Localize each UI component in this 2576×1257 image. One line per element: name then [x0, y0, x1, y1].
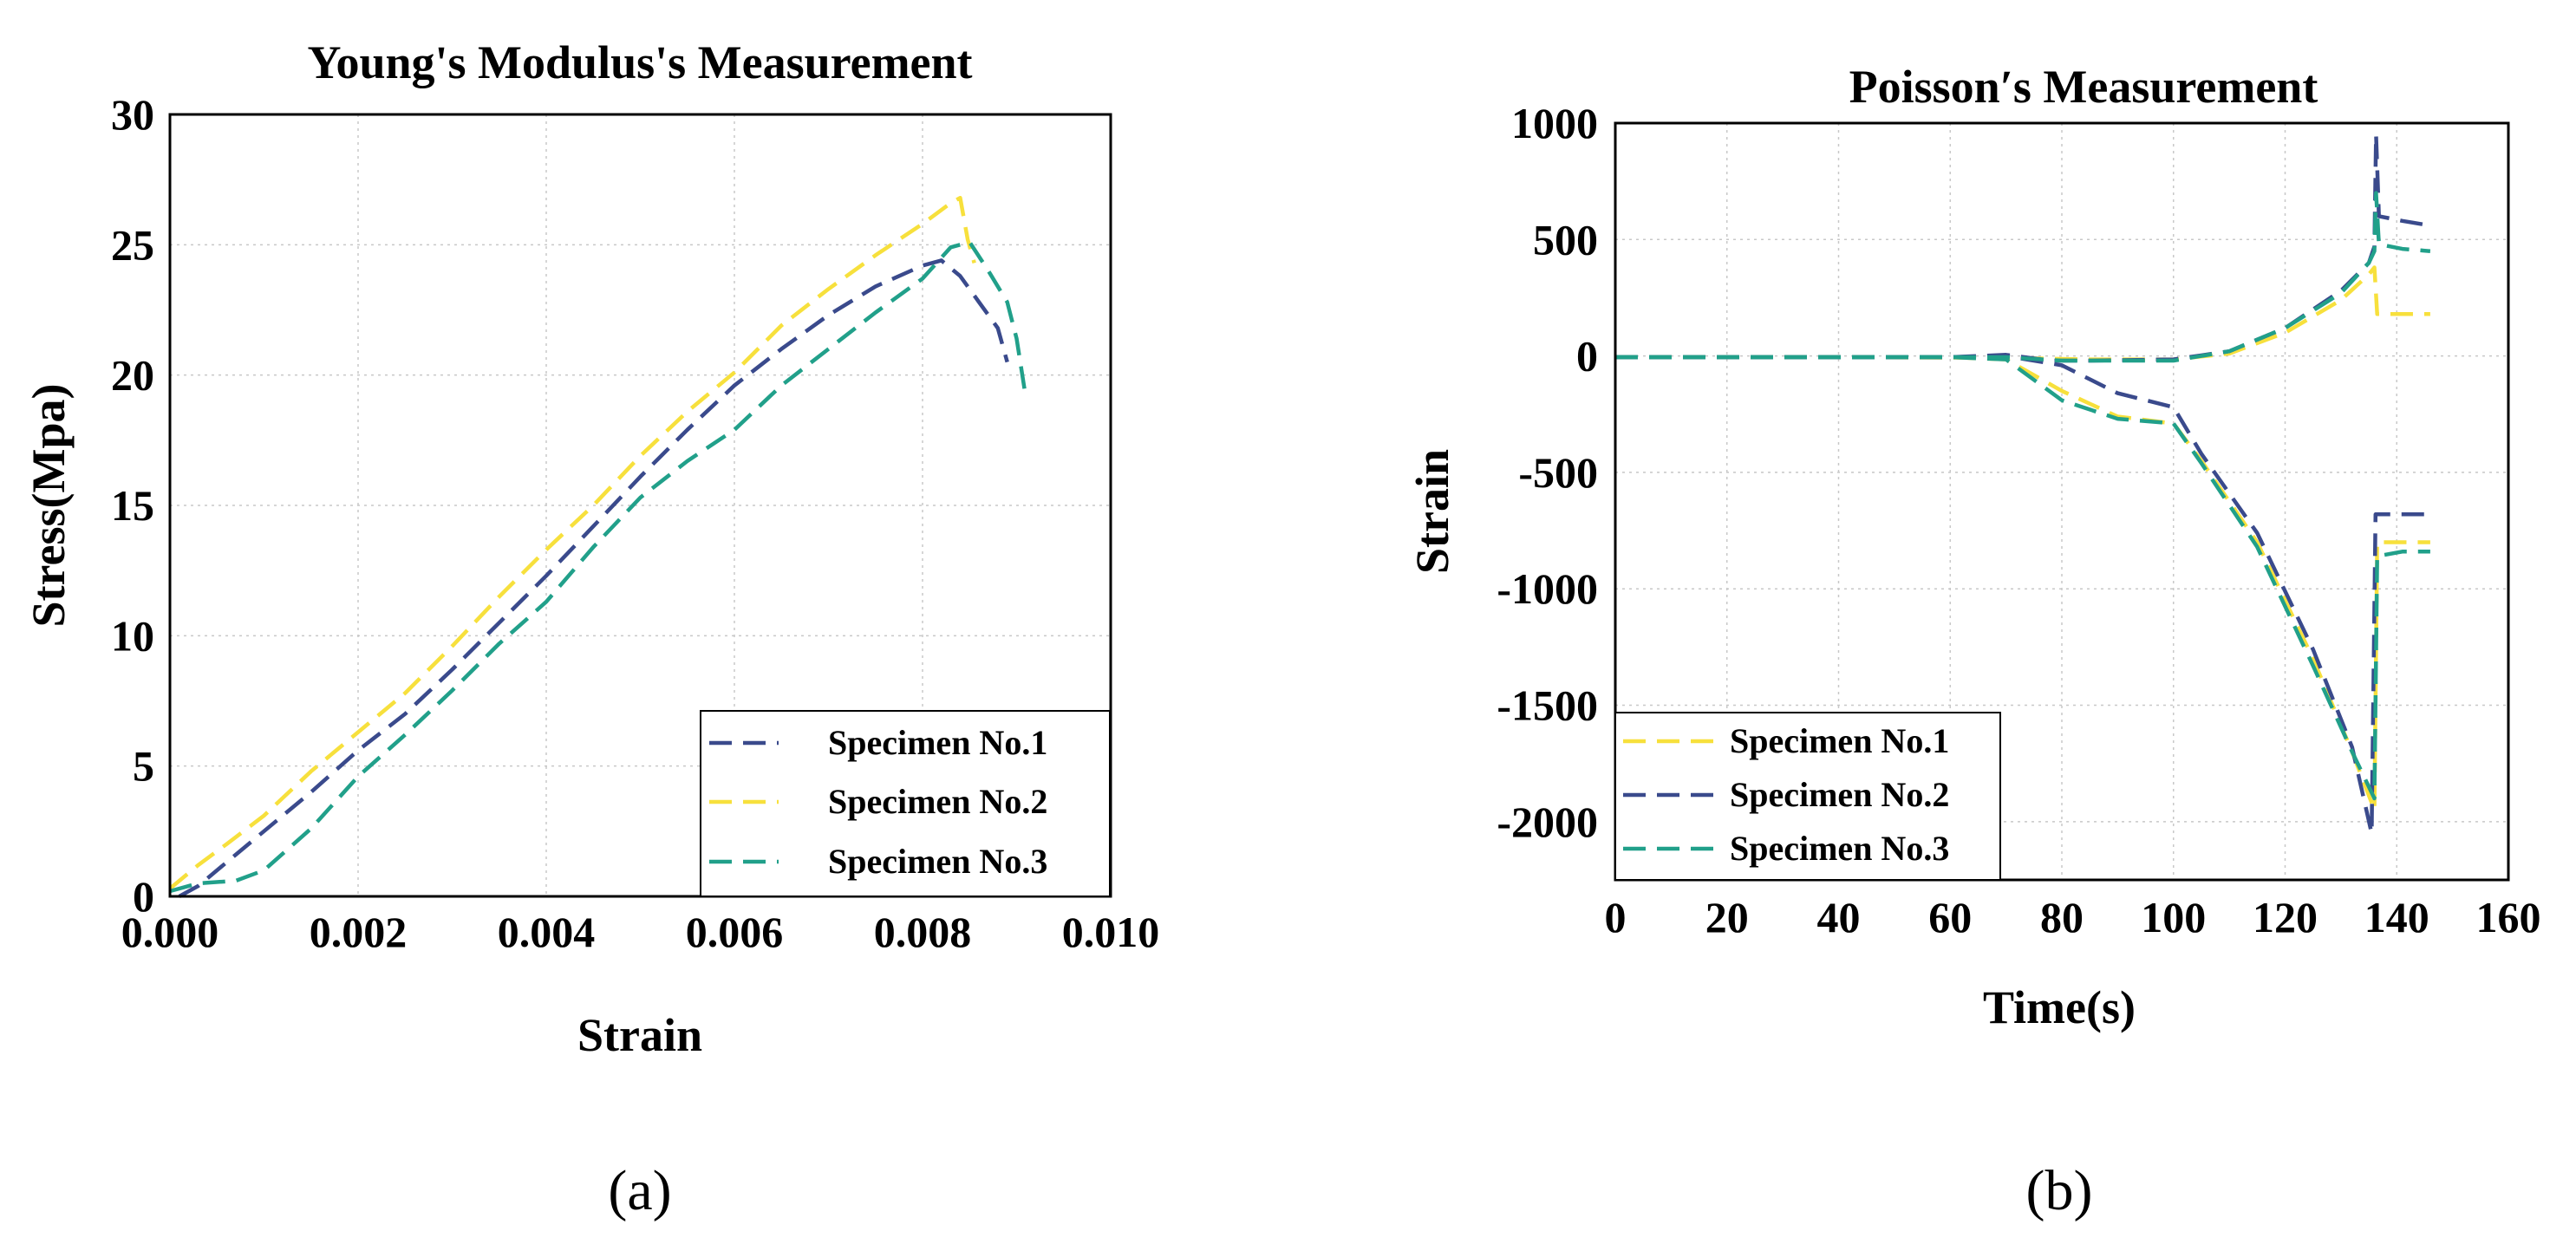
x-tick-label: 100: [2141, 893, 2206, 941]
legend-label: Specimen No.2: [1730, 775, 1949, 814]
x-tick-label: 0.000: [121, 908, 219, 956]
y-tick-label: 15: [111, 481, 154, 530]
series-line-specimen-1-lateral: [1615, 265, 2430, 361]
x-tick-labels: 0.000 0.002 0.004 0.006 0.008 0.010: [121, 908, 1160, 956]
series-line-specimen-3-axial: [1615, 355, 2430, 801]
series-line-specimen-3: [169, 240, 1028, 894]
y-tick-label: -2000: [1497, 798, 1598, 846]
series-line-specimen-3-lateral: [1615, 191, 2431, 363]
x-tick-label: 0.004: [498, 908, 596, 956]
series-line-specimen-1: [178, 258, 1009, 898]
chart-youngs-modulus: Young's Modulus's Measurement 0.000 0.002…: [23, 36, 1159, 1222]
chart-title: Young's Modulus's Measurement: [307, 36, 972, 88]
x-tick-label: 0: [1605, 893, 1627, 941]
y-tick-label: -500: [1518, 448, 1598, 497]
plot-frame: [168, 113, 1112, 898]
y-tick-label: 10: [111, 611, 154, 660]
legend: Specimen No.1 Specimen No.2 Specimen No.…: [1614, 712, 2001, 881]
y-tick-label: 0: [133, 872, 154, 921]
y-tick-label: 30: [111, 90, 154, 139]
chart-title: Poisson′s Measurement: [1849, 61, 2318, 113]
y-tick-label: -1500: [1497, 681, 1598, 730]
y-tick-label: 20: [111, 351, 154, 400]
legend-label: Specimen No.1: [828, 723, 1047, 762]
x-tick-label: 0.010: [1062, 908, 1160, 956]
y-tick-label: 500: [1533, 215, 1598, 264]
legend: Specimen No.1 Specimen No.2 Specimen No.…: [700, 710, 1111, 897]
y-tick-label: -1000: [1497, 564, 1598, 613]
x-tick-label: 160: [2476, 893, 2541, 941]
legend-box: [700, 710, 1111, 897]
x-tick-label: 0.006: [686, 908, 784, 956]
x-tick-label: 120: [2253, 893, 2318, 941]
series-group: [1615, 133, 2431, 836]
y-tick-labels: -2000 -1500 -1000 -500 0 500 1000: [1497, 99, 1598, 846]
panel-label: (b): [2026, 1159, 2093, 1222]
y-tick-label: 25: [111, 220, 154, 269]
x-tick-label: 60: [1928, 893, 1972, 941]
x-axis-label: Time(s): [1983, 981, 2136, 1033]
x-tick-label: 20: [1705, 893, 1749, 941]
legend-label: Specimen No.2: [828, 782, 1047, 821]
x-axis-label: Strain: [577, 1009, 702, 1061]
x-tick-label: 80: [2040, 893, 2084, 941]
y-tick-label: 1000: [1511, 99, 1598, 147]
legend-label: Specimen No.3: [1730, 829, 1949, 868]
legend-label: Specimen No.3: [828, 842, 1047, 881]
x-tick-label: 0.002: [310, 908, 408, 956]
series-line-specimen-2-lateral: [1615, 133, 2431, 363]
series-line-specimen-2: [168, 195, 976, 890]
y-tick-label: 0: [1576, 332, 1598, 381]
x-tick-label: 40: [1817, 893, 1861, 941]
y-tick-labels: 0 5 10 15 20 25 30: [111, 90, 154, 921]
series-group: [168, 195, 1028, 898]
x-tick-label: 140: [2364, 893, 2429, 941]
legend-label: Specimen No.1: [1730, 721, 1949, 760]
y-tick-label: 5: [133, 742, 154, 791]
chart-poissons: Poisson′s Measurement 0 20 40 60 80 100 120 140…: [1406, 61, 2541, 1222]
plot-frame: [1614, 121, 2510, 882]
y-axis-label: Stress(Mpa): [23, 384, 75, 628]
x-tick-labels: 0 20 40 60 80 100 120 140 160: [1605, 893, 2541, 941]
y-axis-label: Strain: [1406, 449, 1458, 574]
x-tick-label: 0.008: [874, 908, 972, 956]
panel-label: (a): [608, 1159, 671, 1222]
